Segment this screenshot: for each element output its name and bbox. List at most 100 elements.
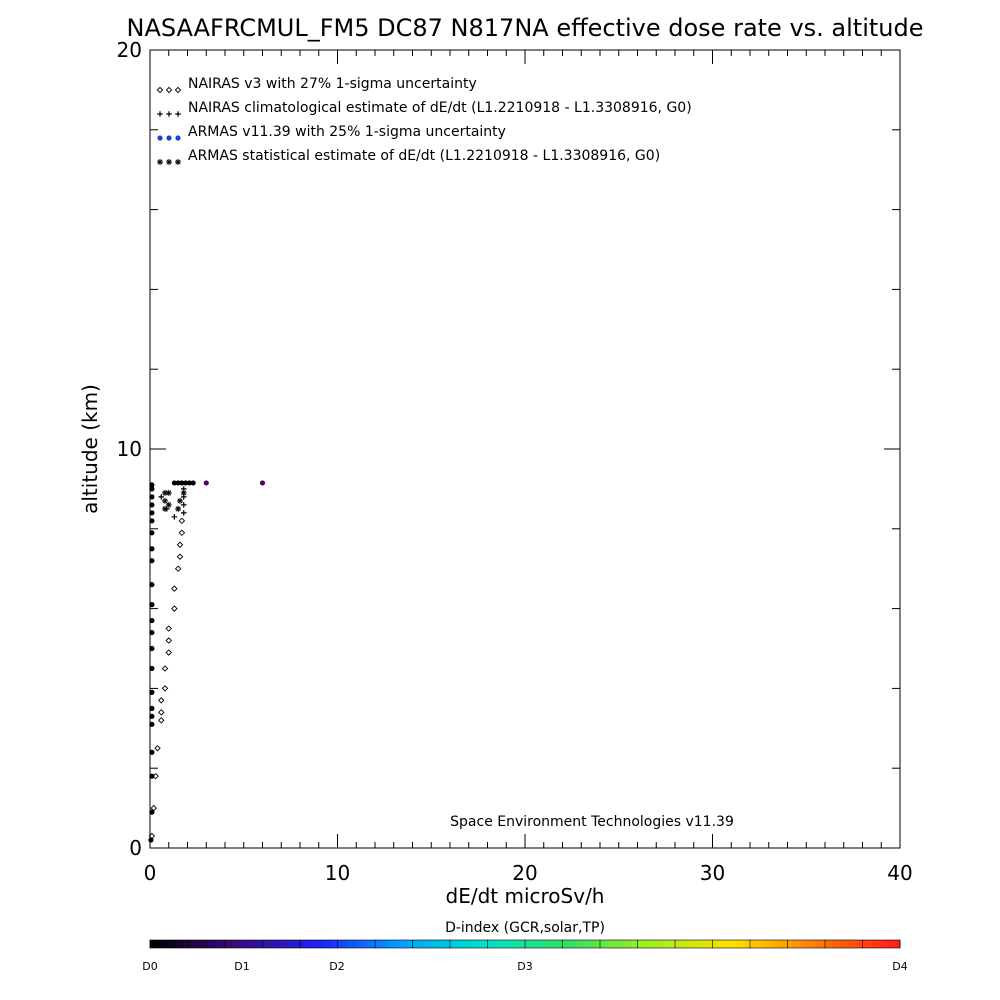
data-series [148, 480, 266, 843]
legend-marker [175, 159, 181, 165]
x-tick-label: 10 [325, 861, 350, 885]
colorbar-ticks [149, 940, 901, 948]
data-point [165, 489, 172, 496]
data-point [165, 625, 172, 632]
data-point [148, 837, 154, 843]
data-point [149, 713, 155, 719]
colorbar-label: D1 [234, 960, 249, 973]
data-point [161, 685, 169, 692]
data-point [149, 518, 155, 524]
colorbar-label: D0 [142, 960, 157, 973]
legend-label: NAIRAS v3 with 27% 1-sigma uncertainty [188, 76, 477, 92]
data-point [149, 809, 155, 815]
legend: NAIRAS v3 with 27% 1-sigma uncertainty NA… [156, 76, 692, 165]
data-point [180, 502, 187, 508]
legend-label: ARMAS statistical estimate of dE/dt (L1.… [188, 148, 660, 164]
data-point [149, 602, 155, 608]
colorbar-labels: D0 D1 D2 D3 D4 [142, 960, 907, 973]
data-point [162, 489, 168, 496]
x-tick-label: 20 [512, 861, 537, 885]
chart-title: NASAAFRCMUL_FM5 DC87 N817NA effective do… [127, 14, 924, 42]
data-point [180, 510, 187, 516]
y-tick-label: 0 [129, 836, 142, 860]
legend-marker [157, 135, 163, 141]
data-point [186, 480, 192, 486]
credit-text: Space Environment Technologies v11.39 [450, 814, 734, 830]
legend-label: NAIRAS climatological estimate of dE/dt … [188, 100, 692, 116]
data-point [158, 494, 165, 500]
x-tick-label: 30 [700, 861, 725, 885]
data-point [149, 645, 155, 652]
data-point [149, 558, 155, 564]
plot-area [149, 49, 901, 849]
y-tick-label: 10 [117, 437, 142, 461]
legend-marker [157, 159, 163, 165]
data-point [158, 697, 165, 704]
legend-marker [166, 159, 172, 165]
data-point [154, 745, 161, 752]
legend-marker [175, 111, 181, 117]
data-point [149, 749, 155, 755]
data-point [176, 553, 184, 560]
data-point [162, 497, 168, 504]
data-point [149, 502, 155, 508]
legend-marker [166, 135, 172, 141]
data-point [171, 585, 178, 592]
legend-marker [175, 135, 181, 141]
data-point [149, 510, 155, 516]
x-tick-label: 0 [144, 861, 157, 885]
x-tick-label: 40 [887, 861, 912, 885]
data-point [161, 665, 169, 672]
data-point [149, 530, 155, 536]
legend-marker [166, 111, 172, 117]
colorbar-label: D4 [892, 960, 907, 973]
data-point [149, 705, 155, 711]
data-point [177, 497, 183, 504]
data-point [149, 773, 155, 779]
legend-marker [165, 86, 173, 94]
data-point [176, 541, 184, 548]
data-point [203, 480, 209, 486]
data-point [175, 505, 182, 512]
data-point [178, 529, 186, 537]
legend-marker [157, 111, 163, 117]
data-point [149, 629, 155, 636]
data-point [149, 689, 155, 695]
colorbar-title: D-index (GCR,solar,TP) [445, 920, 605, 936]
data-point [158, 717, 165, 724]
data-point [175, 480, 181, 486]
data-point [178, 517, 186, 525]
data-point [171, 514, 178, 520]
data-point [149, 494, 155, 500]
data-point [171, 605, 178, 612]
data-point [158, 709, 165, 716]
data-point [165, 649, 172, 656]
axis-ticks [149, 49, 901, 849]
data-point [165, 501, 172, 508]
data-point [162, 505, 168, 512]
data-point [174, 565, 182, 572]
x-axis-label: dE/dt microSv/h [446, 884, 605, 908]
legend-marker [156, 86, 164, 94]
data-point [190, 480, 196, 486]
data-point [179, 480, 185, 486]
data-point [259, 480, 266, 486]
tick-labels: 0 10 20 30 40 0 10 20 [117, 38, 913, 885]
data-point [171, 480, 177, 486]
legend-label: ARMAS v11.39 with 25% 1-sigma uncertaint… [188, 124, 506, 140]
data-point [149, 721, 155, 727]
data-point [180, 489, 187, 496]
data-point [149, 482, 155, 488]
colorbar-label: D3 [517, 960, 532, 973]
data-point [165, 637, 172, 644]
y-tick-label: 20 [117, 38, 142, 62]
data-point [149, 486, 155, 492]
y-axis-label: altitude (km) [78, 384, 102, 514]
data-point [149, 546, 155, 552]
data-point [149, 665, 155, 672]
colorbar-label: D2 [329, 960, 344, 973]
data-point [183, 480, 189, 486]
data-point [149, 582, 155, 588]
data-point [149, 617, 155, 624]
